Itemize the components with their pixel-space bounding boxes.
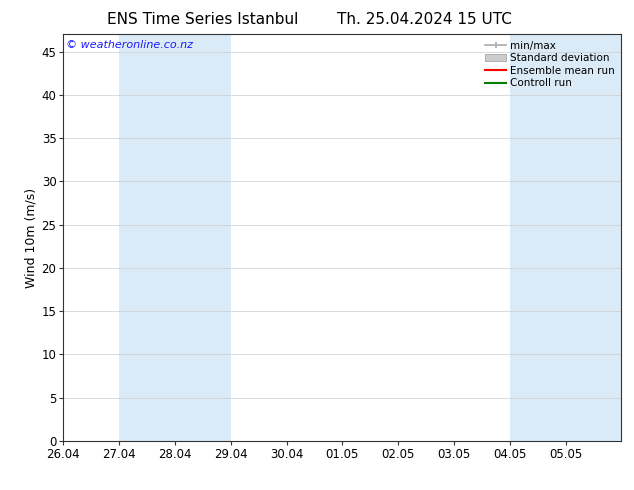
Text: ENS Time Series Istanbul: ENS Time Series Istanbul <box>107 12 299 27</box>
Text: Th. 25.04.2024 15 UTC: Th. 25.04.2024 15 UTC <box>337 12 512 27</box>
Bar <box>175 34 231 441</box>
Text: © weatheronline.co.nz: © weatheronline.co.nz <box>66 40 193 50</box>
Bar <box>566 34 621 441</box>
Y-axis label: Wind 10m (m/s): Wind 10m (m/s) <box>25 188 37 288</box>
Bar <box>510 34 566 441</box>
Bar <box>119 34 175 441</box>
Legend: min/max, Standard deviation, Ensemble mean run, Controll run: min/max, Standard deviation, Ensemble me… <box>482 37 618 92</box>
